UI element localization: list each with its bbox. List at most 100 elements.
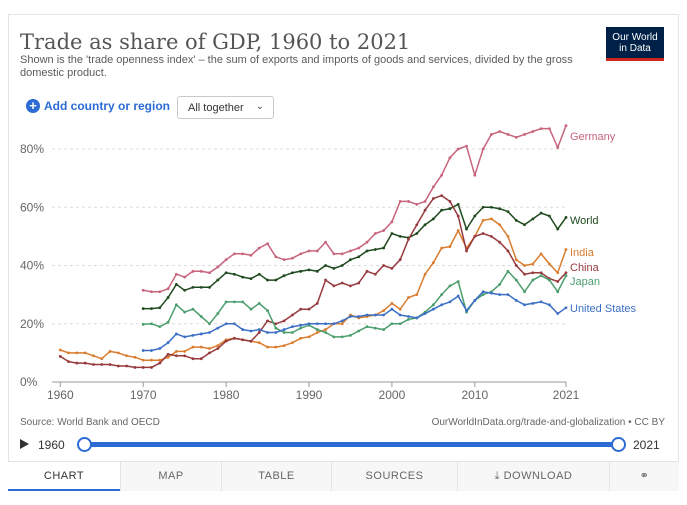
series-label[interactable]: China bbox=[570, 262, 600, 274]
timeline[interactable]: 1960 2021 bbox=[20, 435, 670, 455]
data-point bbox=[548, 278, 551, 282]
data-point bbox=[415, 232, 419, 235]
facet-dropdown[interactable]: All together ⌄ bbox=[177, 96, 274, 119]
data-point bbox=[514, 299, 518, 302]
data-point bbox=[166, 341, 170, 345]
tab-chart[interactable]: CHART bbox=[8, 462, 120, 491]
data-point bbox=[183, 288, 187, 292]
data-point bbox=[332, 267, 336, 270]
series-label[interactable]: India bbox=[570, 247, 595, 259]
data-point bbox=[423, 272, 427, 276]
data-point bbox=[291, 325, 294, 329]
license-link[interactable]: OurWorldInData.org/trade-and-globalizati… bbox=[431, 417, 665, 428]
data-point bbox=[241, 252, 245, 256]
data-point bbox=[315, 328, 319, 331]
series-label[interactable]: World bbox=[570, 215, 599, 227]
data-point bbox=[448, 284, 452, 288]
data-point bbox=[224, 271, 228, 275]
data-point bbox=[174, 283, 178, 286]
data-point bbox=[257, 272, 261, 276]
data-point bbox=[141, 349, 145, 352]
series-line-world[interactable] bbox=[143, 203, 567, 310]
data-point bbox=[216, 265, 220, 269]
data-point bbox=[174, 350, 178, 353]
data-point bbox=[307, 335, 311, 339]
add-country-button[interactable]: + Add country or region bbox=[26, 99, 170, 113]
series-label[interactable]: Germany bbox=[570, 131, 616, 143]
data-point bbox=[382, 264, 386, 267]
timeline-track[interactable] bbox=[84, 442, 619, 447]
data-point bbox=[539, 271, 543, 275]
data-point bbox=[398, 234, 402, 238]
tab-download[interactable]: ⤓ DOWNLOAD bbox=[457, 462, 609, 491]
data-point bbox=[266, 319, 269, 323]
data-point bbox=[481, 147, 485, 151]
play-icon[interactable] bbox=[20, 439, 29, 449]
data-point bbox=[539, 211, 543, 215]
data-point bbox=[415, 316, 419, 320]
data-point bbox=[249, 277, 253, 281]
data-point bbox=[431, 197, 435, 200]
source-note: Source: World Bank and OECD bbox=[20, 417, 160, 428]
data-point bbox=[224, 322, 228, 326]
data-point bbox=[506, 249, 510, 253]
data-point bbox=[257, 331, 261, 334]
data-point bbox=[208, 322, 211, 326]
owid-logo[interactable]: Our World in Data bbox=[606, 27, 664, 61]
series-line-india[interactable] bbox=[60, 218, 567, 361]
data-point bbox=[473, 234, 477, 238]
data-point bbox=[382, 328, 386, 331]
data-point bbox=[249, 339, 253, 343]
data-point bbox=[216, 344, 220, 347]
data-point bbox=[523, 272, 526, 276]
data-point bbox=[398, 200, 402, 203]
data-point bbox=[390, 220, 394, 224]
data-point bbox=[481, 205, 485, 209]
tab-sources[interactable]: SOURCES bbox=[331, 462, 457, 491]
data-point bbox=[150, 307, 153, 311]
timeline-start-handle[interactable] bbox=[77, 437, 92, 452]
series-line-japan[interactable] bbox=[143, 270, 567, 338]
data-point bbox=[291, 271, 294, 275]
data-point bbox=[315, 269, 319, 273]
data-point bbox=[465, 309, 468, 313]
data-point bbox=[456, 280, 460, 283]
data-point bbox=[166, 287, 170, 291]
data-point bbox=[407, 317, 410, 321]
data-point bbox=[125, 354, 129, 358]
data-point bbox=[548, 262, 551, 266]
series-label[interactable]: United States bbox=[570, 303, 637, 315]
data-point bbox=[390, 267, 394, 270]
data-point bbox=[291, 341, 294, 345]
data-point bbox=[75, 351, 79, 355]
tab-map[interactable]: MAP bbox=[120, 462, 221, 491]
data-point bbox=[398, 313, 402, 317]
data-point bbox=[315, 301, 319, 305]
series-line-united-states[interactable] bbox=[143, 290, 567, 352]
data-point bbox=[208, 347, 211, 350]
data-point bbox=[291, 331, 294, 334]
data-point bbox=[531, 262, 535, 266]
data-point bbox=[282, 319, 286, 323]
series-line-china[interactable] bbox=[59, 194, 567, 369]
series-label[interactable]: Japan bbox=[570, 276, 600, 288]
tab-table[interactable]: TABLE bbox=[221, 462, 331, 491]
data-point bbox=[431, 185, 435, 189]
chart-subtitle: Shown is the 'trade openness index' – th… bbox=[20, 54, 573, 79]
logo-line2: in Data bbox=[619, 43, 651, 54]
data-point bbox=[208, 331, 211, 334]
data-point bbox=[307, 322, 311, 326]
data-point bbox=[456, 229, 460, 232]
data-point bbox=[489, 217, 493, 221]
data-point bbox=[324, 322, 327, 326]
grid bbox=[52, 148, 566, 383]
data-point bbox=[498, 223, 502, 227]
data-point bbox=[150, 322, 153, 326]
timeline-start-label: 1960 bbox=[38, 438, 65, 452]
data-point bbox=[349, 258, 352, 262]
series-line-germany[interactable] bbox=[143, 125, 567, 293]
data-point bbox=[489, 291, 493, 295]
timeline-end-handle[interactable] bbox=[611, 437, 626, 452]
tab-share[interactable]: ⚭ bbox=[609, 462, 679, 491]
data-point bbox=[382, 313, 386, 317]
